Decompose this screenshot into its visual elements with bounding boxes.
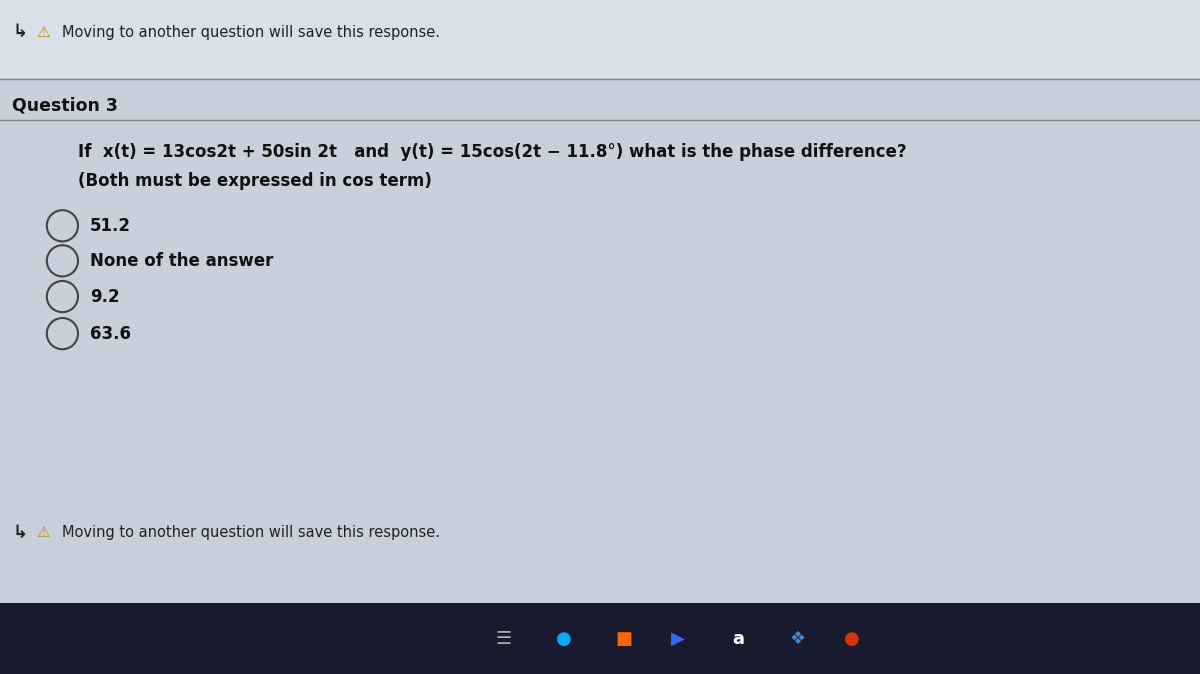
Text: ❖: ❖ <box>790 630 806 648</box>
Text: 63.6: 63.6 <box>90 325 131 342</box>
Text: ■: ■ <box>616 630 632 648</box>
Text: If  x(t) = 13cos2t + 50sin 2t   and  y(t) = 15cos(2t − 11.8°) what is the phase : If x(t) = 13cos2t + 50sin 2t and y(t) = … <box>78 143 907 160</box>
Text: ↳: ↳ <box>12 24 28 41</box>
FancyBboxPatch shape <box>0 0 1200 78</box>
Text: ☰: ☰ <box>496 630 512 648</box>
Text: ▶: ▶ <box>671 630 685 648</box>
Text: (Both must be expressed in cos term): (Both must be expressed in cos term) <box>78 172 432 189</box>
Text: None of the answer: None of the answer <box>90 252 274 270</box>
Text: Moving to another question will save this response.: Moving to another question will save thi… <box>62 525 440 540</box>
Text: a: a <box>732 630 744 648</box>
Text: ⚠: ⚠ <box>36 25 49 40</box>
Text: ⚠: ⚠ <box>36 525 49 540</box>
Text: ●: ● <box>556 630 572 648</box>
Text: 51.2: 51.2 <box>90 217 131 235</box>
Text: 9.2: 9.2 <box>90 288 120 305</box>
Text: Moving to another question will save this response.: Moving to another question will save thi… <box>62 25 440 40</box>
Text: ●: ● <box>844 630 860 648</box>
FancyBboxPatch shape <box>0 603 1200 674</box>
Text: ↳: ↳ <box>12 524 28 541</box>
Text: Question 3: Question 3 <box>12 97 118 115</box>
